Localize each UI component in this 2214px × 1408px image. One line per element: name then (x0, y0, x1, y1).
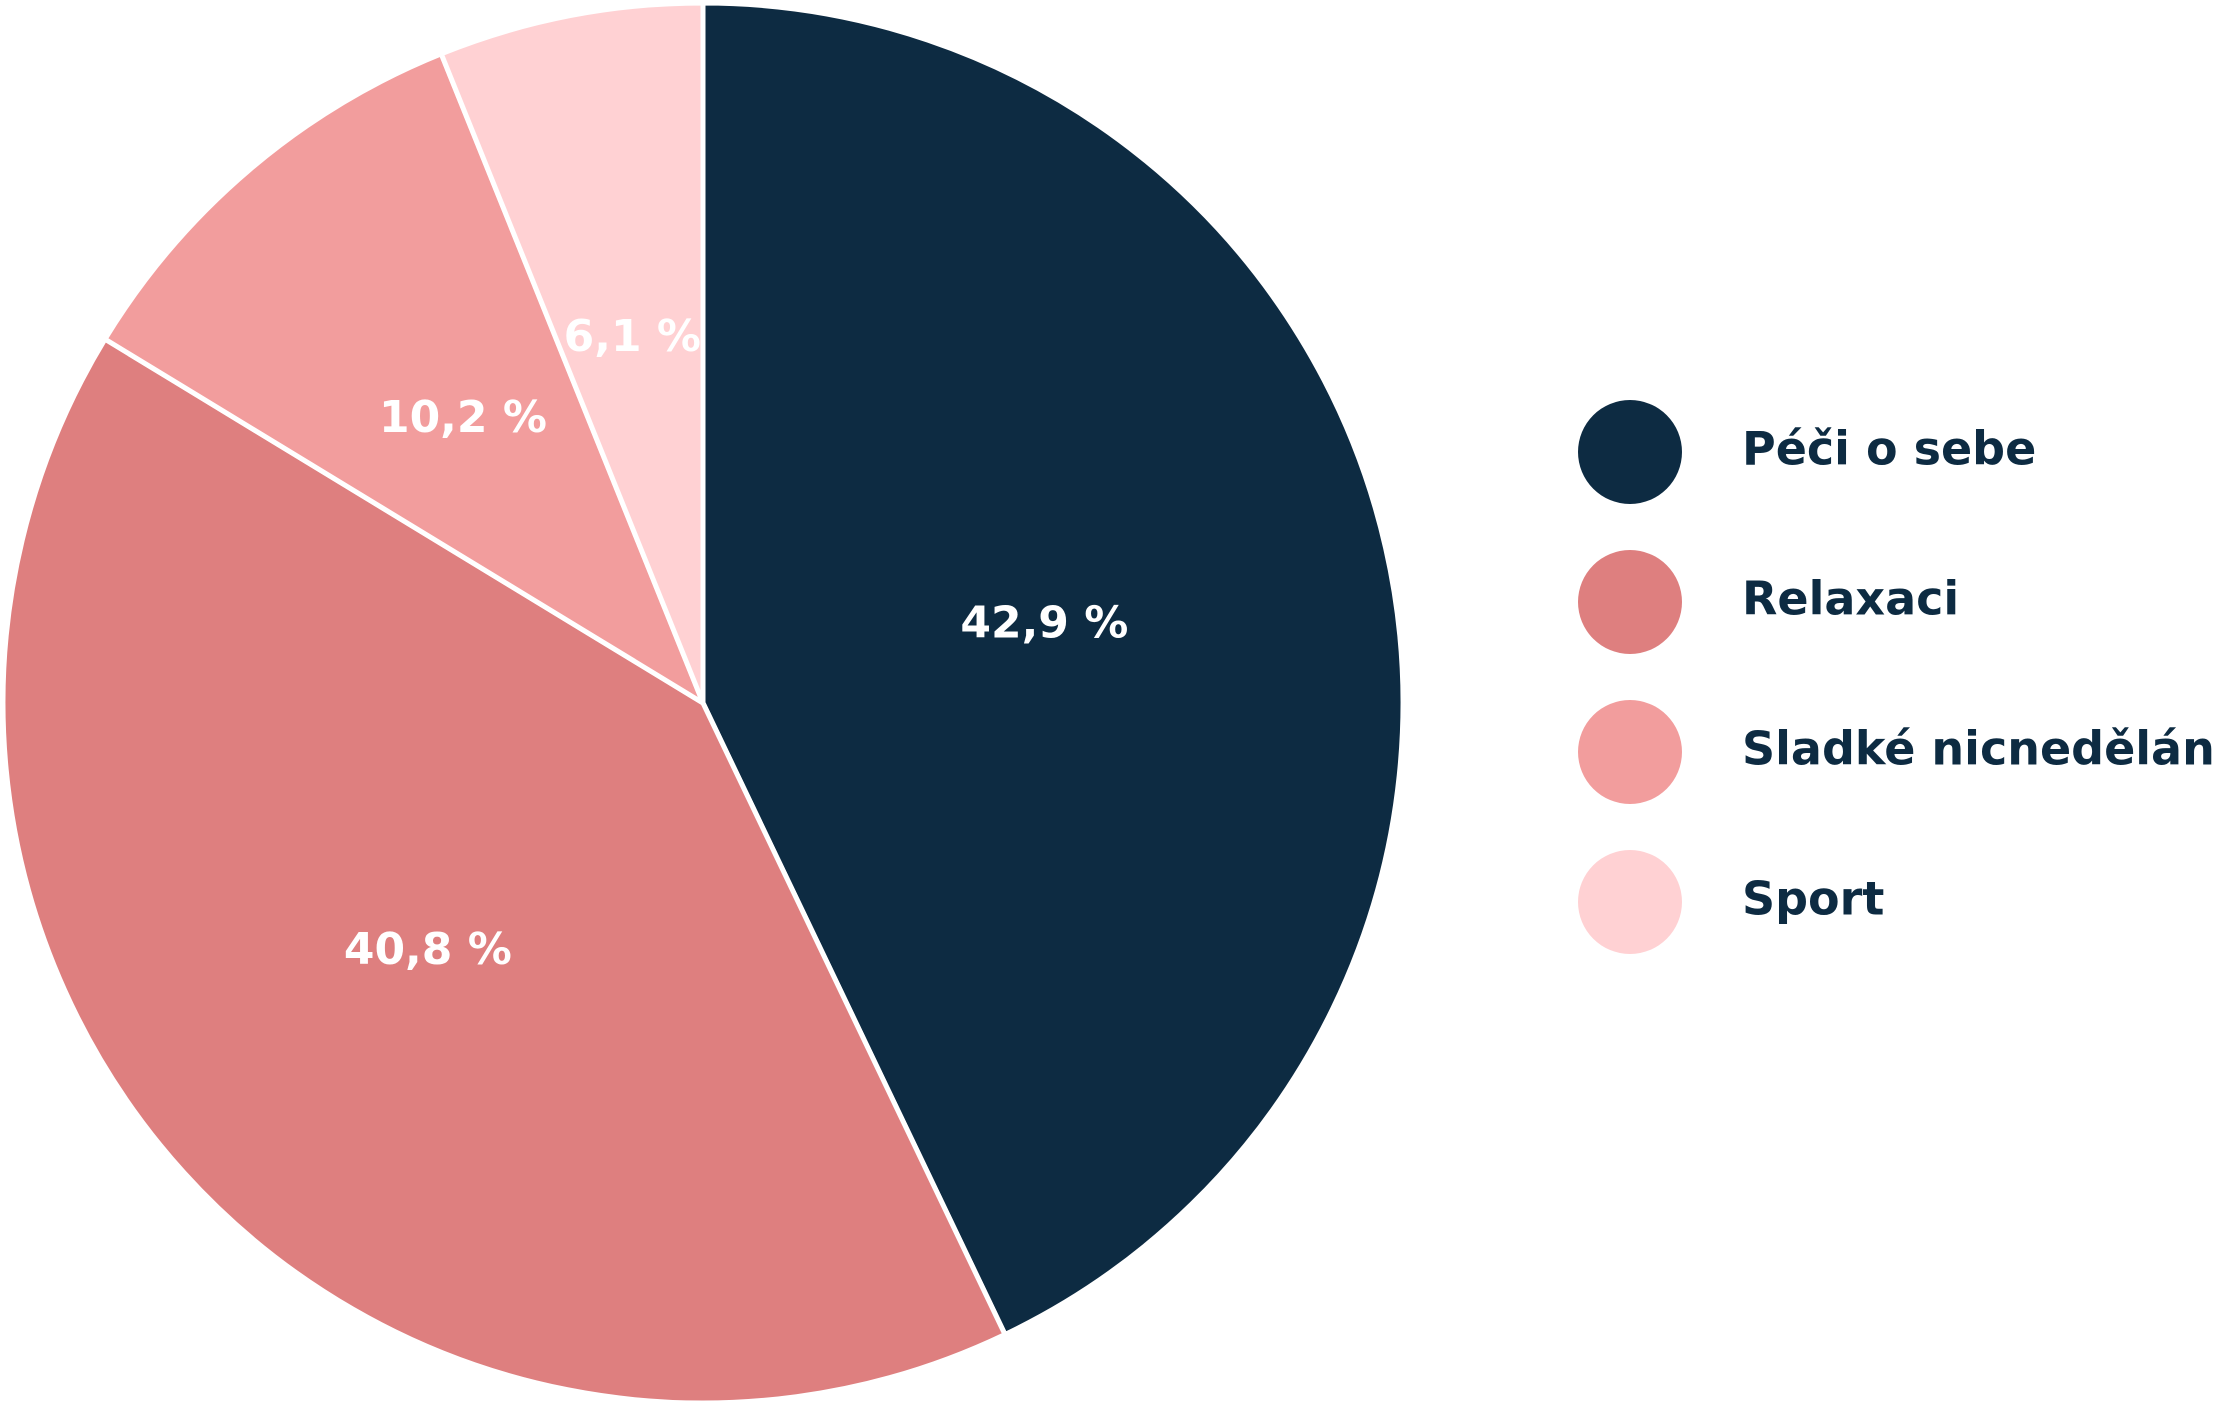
pie-slices (0, 0, 1406, 1406)
slice-value-label: 42,9 % (960, 598, 1128, 649)
legend-swatch (1578, 400, 1682, 504)
slice-value-label: 10,2 % (379, 392, 547, 443)
legend-label: Sport (1742, 872, 1884, 926)
pie-slice (438, 0, 706, 706)
legend-label: Sladké nicnedělání (1742, 722, 2214, 776)
legend-swatch (1578, 550, 1682, 654)
legend-swatch (1578, 850, 1682, 954)
slice-value-label: 40,8 % (344, 924, 512, 975)
legend-label: Relaxaci (1742, 572, 1959, 626)
legend-swatch (1578, 700, 1682, 804)
legend-label: Péči o sebe (1742, 422, 2036, 476)
pie-slice (102, 51, 706, 706)
pie-slice (0, 336, 1008, 1406)
legend: Péči o sebe Relaxaci Sladké nicnedělání Spo… (1578, 400, 2214, 954)
pie-value-labels: 42,9 % 40,8 % 10,2 % 6,1 % (344, 311, 1128, 975)
slice-value-label: 6,1 % (564, 311, 701, 362)
pie-slice (700, 0, 1406, 1337)
